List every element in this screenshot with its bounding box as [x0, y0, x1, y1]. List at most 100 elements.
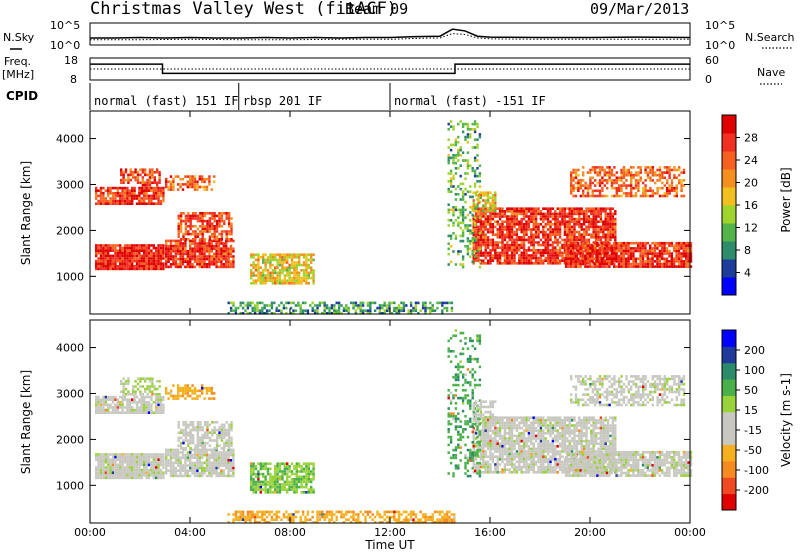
data-cell [111, 186, 115, 190]
data-cell [632, 176, 635, 180]
data-cell [270, 312, 274, 315]
data-cell [132, 393, 135, 396]
data-cell [104, 202, 107, 205]
data-cell [201, 439, 204, 442]
data-cell [104, 249, 107, 252]
data-cell [466, 135, 470, 139]
data-cell [305, 282, 308, 285]
data-cell [254, 258, 258, 262]
data-cell [213, 219, 216, 223]
data-cell [172, 183, 175, 186]
data-cell [685, 260, 688, 263]
data-cell [169, 252, 173, 256]
data-cell [266, 488, 270, 491]
data-cell [274, 480, 277, 484]
data-cell [649, 265, 652, 268]
data-cell [266, 256, 270, 259]
data-cell [537, 210, 540, 213]
data-cell [146, 184, 149, 187]
data-cell [359, 301, 362, 305]
data-cell [203, 225, 207, 228]
data-cell [147, 259, 151, 263]
data-cell [295, 263, 298, 267]
data-cell [554, 225, 557, 229]
data-cell [179, 428, 183, 432]
data-cell [213, 257, 216, 261]
data-cell [184, 250, 187, 253]
data-cell [210, 464, 213, 467]
data-cell [577, 184, 580, 187]
data-cell [174, 257, 177, 261]
data-cell [449, 177, 453, 180]
data-cell [208, 448, 211, 452]
data-cell [220, 212, 224, 215]
data-cell [150, 466, 153, 469]
data-cell [554, 228, 557, 231]
data-cell [359, 309, 362, 312]
data-cell [213, 464, 216, 467]
data-cell [582, 194, 585, 198]
data-cell [471, 146, 474, 149]
data-cell [466, 122, 470, 126]
data-cell [471, 167, 474, 170]
data-cell [138, 252, 141, 255]
data-cell [614, 210, 617, 213]
data-cell [544, 249, 547, 252]
data-cell [206, 428, 209, 432]
data-cell [269, 256, 272, 259]
data-cell [222, 252, 225, 256]
data-cell [569, 249, 573, 253]
data-cell [134, 178, 137, 182]
data-cell [213, 397, 216, 400]
data-cell [546, 207, 550, 210]
data-cell [172, 464, 175, 467]
data-cell [579, 249, 582, 253]
data-cell [306, 312, 310, 315]
data-cell [484, 246, 487, 249]
data-cell [225, 214, 228, 218]
data-cell [452, 156, 455, 160]
data-cell [252, 271, 255, 275]
data-cell [174, 394, 177, 398]
data-cell [687, 262, 690, 266]
data-cell [225, 247, 228, 250]
data-cell [97, 249, 100, 252]
data-cell [145, 202, 148, 205]
data-cell [133, 265, 136, 268]
data-cell [476, 122, 479, 126]
data-cell [603, 173, 606, 177]
data-cell [114, 406, 117, 409]
data-cell [121, 262, 124, 265]
data-cell [102, 265, 105, 268]
data-cell [605, 262, 609, 266]
data-cell [615, 252, 618, 255]
data-cell [215, 466, 218, 470]
data-cell [605, 241, 609, 245]
data-cell [328, 312, 331, 315]
data-cell [186, 474, 189, 478]
data-cell [570, 230, 574, 234]
data-cell [99, 471, 103, 474]
data-cell [601, 166, 604, 169]
data-cell [138, 202, 141, 205]
data-cell [181, 453, 185, 457]
data-cell [201, 175, 204, 178]
data-cell [276, 271, 279, 275]
data-cell [131, 458, 134, 461]
data-cell [222, 469, 225, 472]
data-cell [680, 262, 683, 266]
data-cell [644, 254, 647, 258]
data-cell [159, 461, 163, 464]
data-cell [156, 184, 159, 187]
data-cell [663, 262, 666, 266]
data-cell [290, 256, 294, 259]
data-cell [649, 249, 652, 253]
data-cell [179, 469, 182, 472]
data-cell [491, 209, 495, 213]
data-cell [658, 265, 661, 268]
data-cell [107, 254, 110, 258]
data-cell [167, 244, 170, 248]
data-cell [615, 194, 618, 198]
data-cell [269, 475, 272, 478]
data-cell [603, 184, 606, 187]
